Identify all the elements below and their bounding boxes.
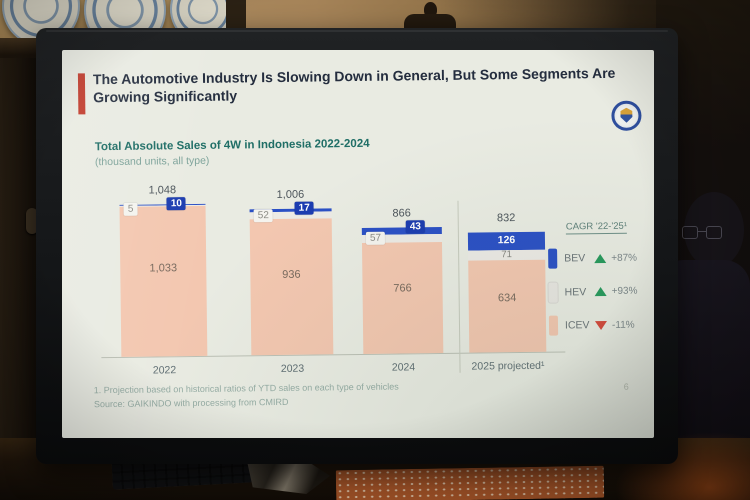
icev-value-label: 1,033 bbox=[149, 262, 178, 275]
bar-group: 832 634 71 126 bbox=[467, 212, 547, 353]
glasses-lens bbox=[682, 226, 698, 239]
person-silhouette bbox=[684, 192, 744, 268]
screen: The Automotive Industry Is Slowing Down … bbox=[62, 50, 654, 438]
bev-value-label: 126 bbox=[497, 233, 516, 246]
bar-segment-icev bbox=[249, 218, 334, 356]
bar-total-label: 1,006 bbox=[276, 188, 305, 202]
batik-cloth bbox=[335, 465, 605, 500]
hev-value-label: 5 bbox=[123, 203, 138, 217]
legend-cagr-value: +87% bbox=[611, 252, 638, 264]
x-axis-label: 2025 projected¹ bbox=[471, 359, 545, 373]
bar-total-label: 866 bbox=[392, 207, 411, 220]
legend-swatch bbox=[548, 248, 558, 269]
bev-value-label: 43 bbox=[405, 220, 426, 234]
bar-group: 866 766 57 43 bbox=[361, 208, 444, 354]
legend-label: HEV bbox=[564, 285, 587, 298]
bar-group: 1,006 936 52 17 bbox=[249, 189, 334, 356]
bev-value-label: 17 bbox=[294, 201, 314, 216]
x-axis-label: 2022 bbox=[152, 364, 177, 377]
legend-row: HEV +93% bbox=[548, 281, 638, 303]
presentation-slide: The Automotive Industry Is Slowing Down … bbox=[62, 50, 654, 438]
footnotes: 1. Projection based on historical ratios… bbox=[94, 380, 399, 413]
legend-cagr-header: CAGR '22-'25¹ bbox=[565, 220, 628, 235]
legend-row: BEV +87% bbox=[548, 248, 637, 269]
glasses-icon bbox=[682, 226, 728, 242]
bar-segment-icev bbox=[119, 206, 208, 357]
legend-label: BEV bbox=[564, 252, 586, 265]
glasses-bridge bbox=[698, 231, 706, 232]
chart-legend: CAGR '22-'25¹ BEV +87% HEV +93% ICEV -11% bbox=[548, 220, 654, 351]
bev-value-label: 10 bbox=[166, 197, 186, 211]
icev-value-label: 634 bbox=[497, 291, 517, 304]
bar-group: 1,048 1,033 5 10 bbox=[119, 184, 208, 357]
page-number: 6 bbox=[623, 381, 629, 392]
hev-value-label: 52 bbox=[253, 208, 273, 223]
bar-total-label: 1,048 bbox=[148, 184, 177, 197]
trend-up-icon bbox=[594, 253, 607, 263]
legend-swatch bbox=[548, 282, 558, 303]
legend-cagr-value: -11% bbox=[611, 319, 635, 331]
bar-segment-icev bbox=[468, 259, 547, 353]
icev-value-label: 766 bbox=[393, 281, 412, 295]
legend-row: ICEV -11% bbox=[548, 315, 635, 336]
legend-label: ICEV bbox=[564, 319, 590, 332]
cabinet-edge bbox=[0, 58, 40, 440]
trend-down-icon bbox=[594, 320, 608, 330]
cabinet-knob bbox=[26, 208, 38, 234]
hev-value-label: 57 bbox=[365, 231, 386, 245]
glasses-lens bbox=[706, 226, 722, 239]
hev-value-label: 71 bbox=[501, 249, 512, 261]
statue-silhouette bbox=[424, 2, 437, 17]
legend-swatch bbox=[548, 315, 559, 336]
trend-up-icon bbox=[594, 286, 607, 297]
icev-value-label: 936 bbox=[282, 268, 301, 282]
legend-cagr-value: +93% bbox=[611, 285, 638, 297]
bar-segment-icev bbox=[361, 241, 444, 354]
monitor-bezel: The Automotive Industry Is Slowing Down … bbox=[36, 28, 678, 464]
